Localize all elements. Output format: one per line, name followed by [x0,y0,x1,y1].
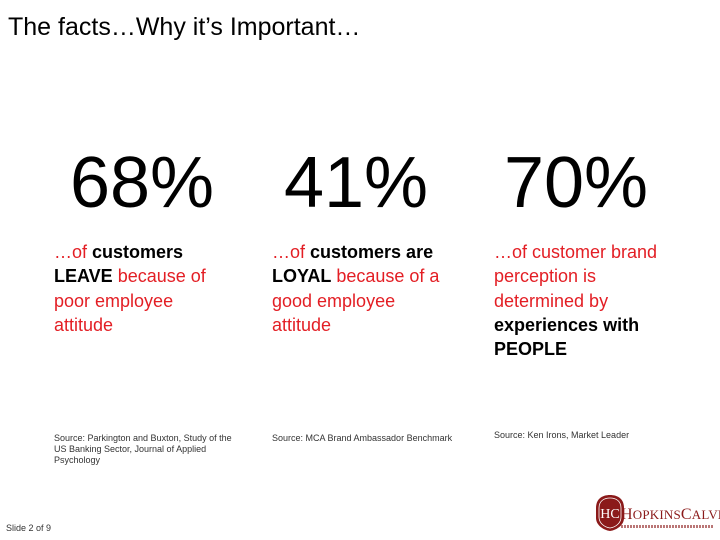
logo-seal-icon: HC [596,495,624,531]
logo-wordmark: HOPKINSCALVERT [621,506,720,523]
desc-pre: …of customer brand perception is determi… [494,242,658,311]
slide-title: The facts…Why it’s Important… [8,13,361,41]
logo-monogram: HC [600,507,619,522]
stat-value-3: 70% [503,143,649,223]
stat-value-2: 41% [283,143,429,223]
desc-pre: …of [54,242,93,262]
desc-pre: …of [272,242,311,262]
stat-description-3: …of customer brand perception is determi… [494,240,676,361]
source-note-2: Source: MCA Brand Ambassador Benchmark [272,433,453,443]
desc-bold: customers are LOYAL [272,242,434,287]
source-note-1: Source: Parkington and Buxton, Study of … [54,433,232,465]
desc-bold: customers LEAVE [54,242,184,287]
source-note-3: Source: Ken Irons, Market Leader [494,430,630,440]
stat-description-1: …of customers LEAVE because of poor empl… [54,240,236,337]
logo-tagline-rule [621,525,713,528]
company-logo: HC HOPKINSCALVERT [594,494,720,536]
desc-post: because of a good employee attitude [272,266,440,335]
slide-number: Slide 2 of 9 [6,523,52,533]
desc-bold: experiences with PEOPLE [494,314,640,360]
stat-description-2: …of customers are LOYAL because of a goo… [272,240,454,337]
desc-post: because of poor employee attitude [54,266,206,335]
stat-value-1: 68% [69,143,215,223]
